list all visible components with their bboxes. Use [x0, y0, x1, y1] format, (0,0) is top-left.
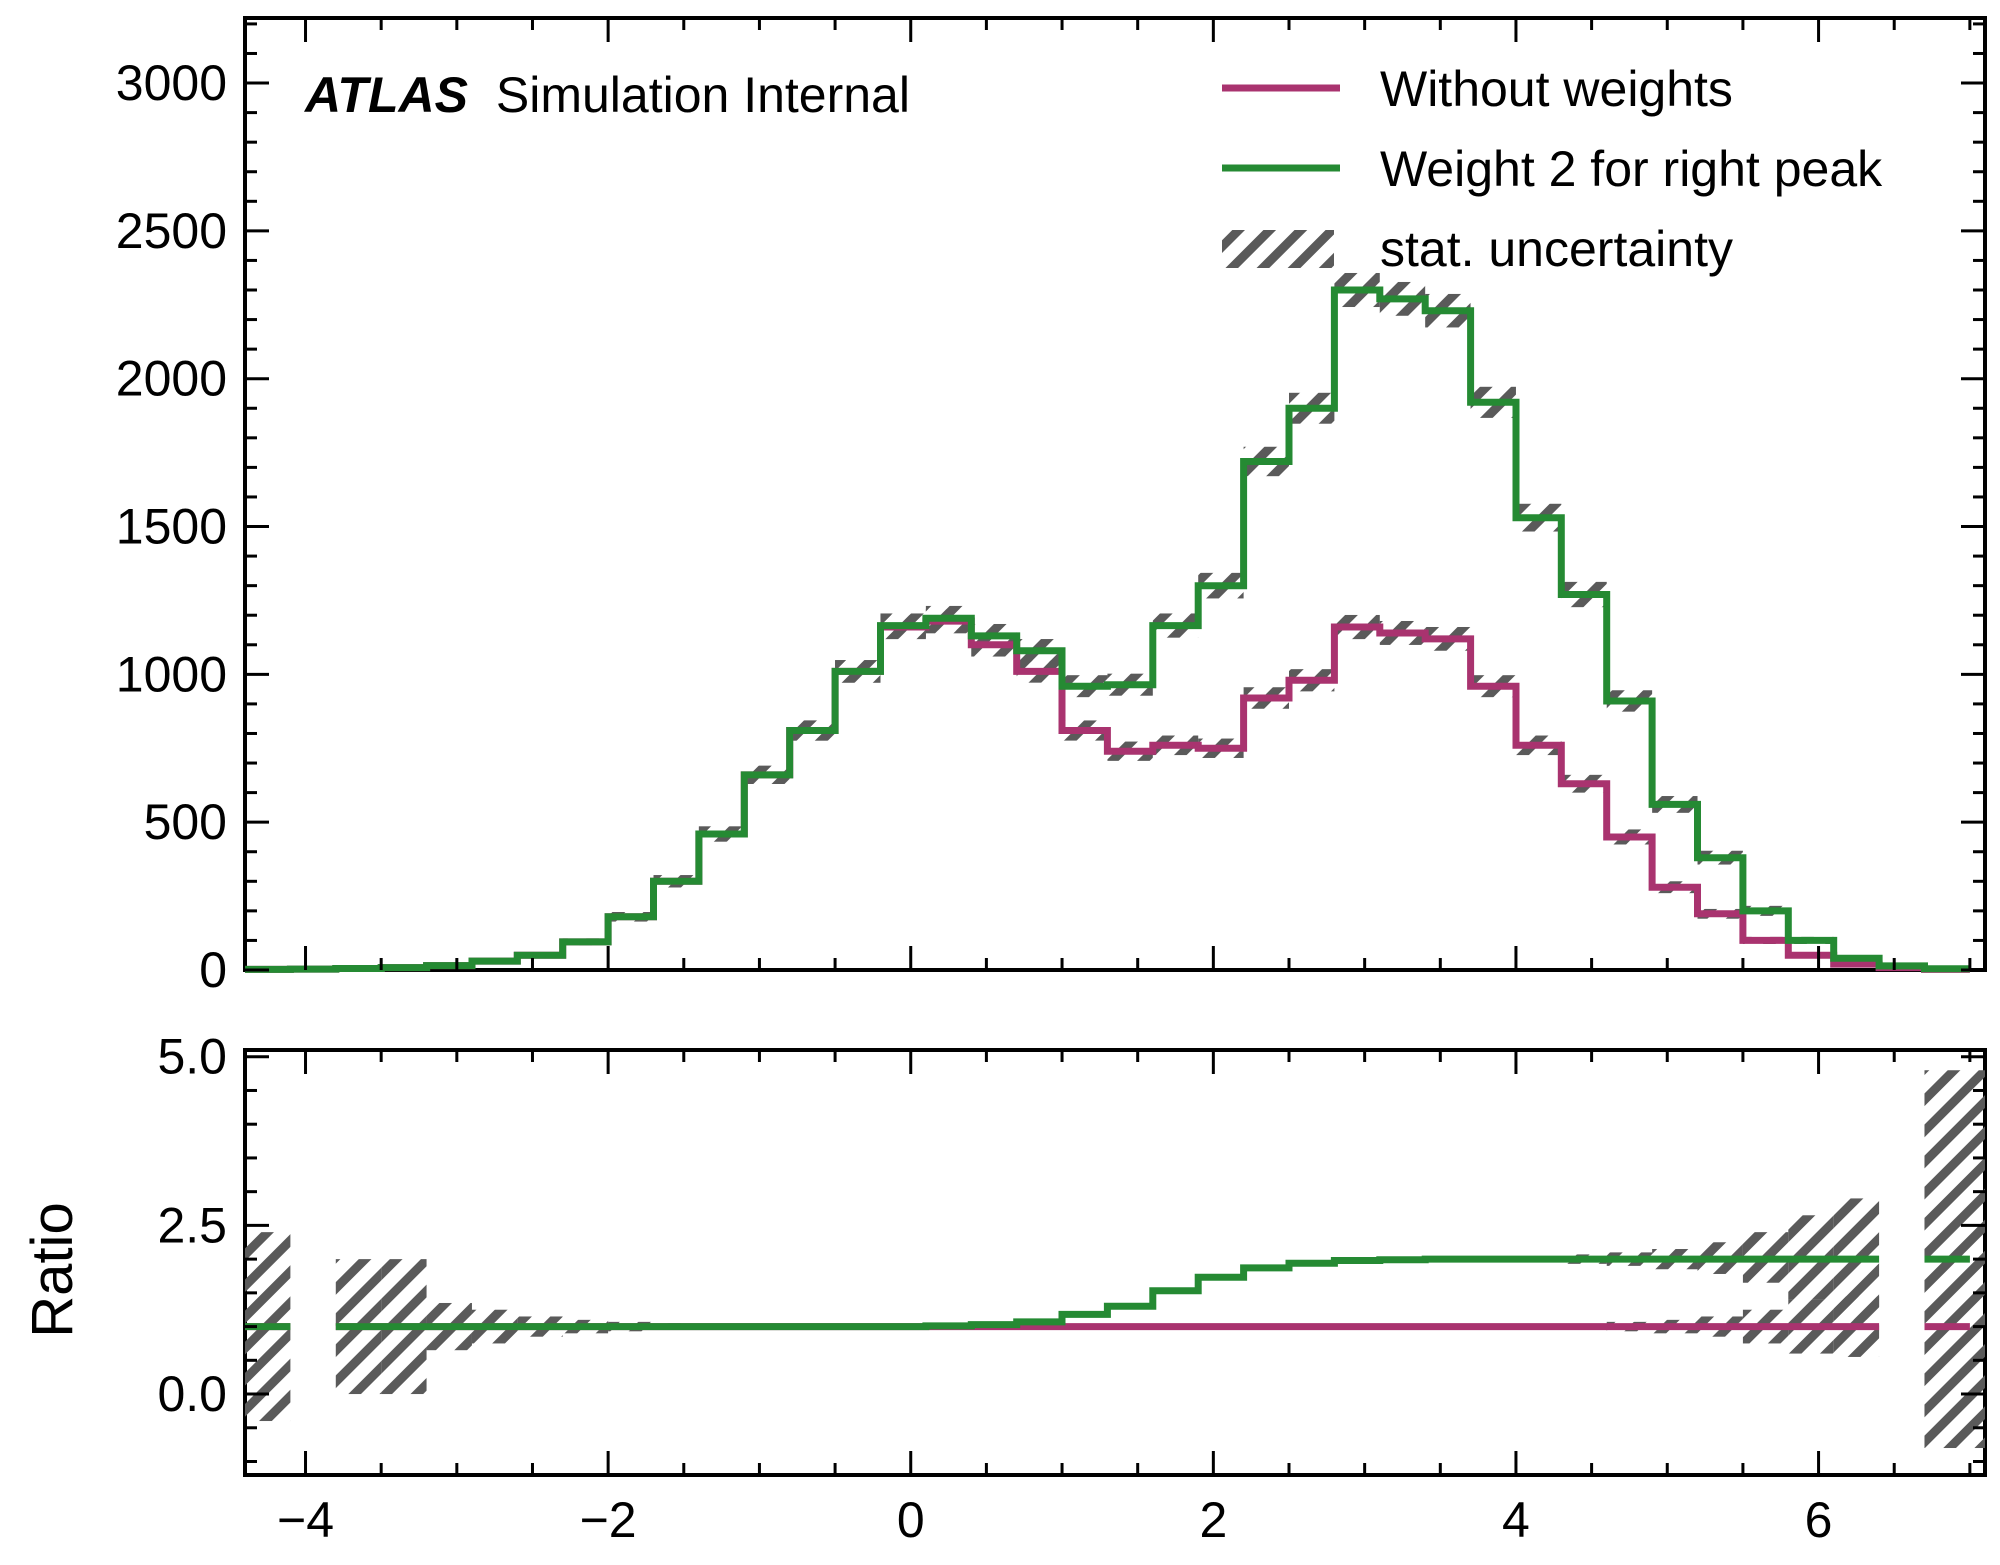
legend-label-weighted: Weight 2 for right peak — [1380, 141, 1883, 197]
ratio-axis-ticks — [245, 1050, 1985, 1475]
main-series-lines — [245, 286, 1970, 973]
legend-swatch-uncertainty — [1222, 230, 1334, 268]
x-tick-label: 6 — [1805, 1492, 1833, 1548]
main-y-tick-label: 0 — [199, 942, 227, 998]
main-y-tick-label: 2500 — [116, 203, 227, 259]
ratio-panel: 0.0 2.5 5.0 −4 −2 0 2 4 6 Ratio — [20, 1029, 1987, 1548]
atlas-label-rest: Simulation Internal — [496, 67, 910, 123]
main-series-line-without-weights — [245, 617, 1970, 973]
main-series-line-weighted — [245, 286, 1970, 973]
ratio-y-tick-label: 5.0 — [157, 1029, 227, 1085]
x-tick-label: −4 — [277, 1492, 334, 1548]
main-panel: 0 500 1000 1500 2000 2500 3000 ATLAS Simulatio… — [116, 16, 1987, 998]
atlas-label: ATLAS Simulation Internal — [303, 67, 910, 123]
legend: Without weights Weight 2 for right peak … — [1222, 61, 1883, 277]
legend-label-without-weights: Without weights — [1380, 61, 1733, 117]
x-tick-labels: −4 −2 0 2 4 6 — [277, 1492, 1832, 1548]
main-y-tick-label: 500 — [144, 794, 227, 850]
x-tick-label: 0 — [897, 1492, 925, 1548]
x-tick-label: 4 — [1502, 1492, 1530, 1548]
main-y-tick-label: 2000 — [116, 351, 227, 407]
ratio-y-axis-label: Ratio — [20, 1202, 85, 1337]
main-y-tick-label: 1500 — [116, 499, 227, 555]
main-plot-frame — [243, 16, 1987, 972]
main-y-tick-label: 3000 — [116, 55, 227, 111]
x-tick-label: 2 — [1199, 1492, 1227, 1548]
ratio-y-tick-label: 2.5 — [157, 1197, 227, 1253]
main-y-tick-label: 1000 — [116, 646, 227, 702]
atlas-label-bold: ATLAS — [303, 67, 468, 123]
main-axis-ticks — [245, 18, 1985, 972]
ratio-y-tick-label: 0.0 — [157, 1366, 227, 1422]
x-tick-label: −2 — [580, 1492, 637, 1548]
main-uncertainty-bands — [245, 272, 1970, 970]
legend-label-uncertainty: stat. uncertainty — [1380, 221, 1733, 277]
ratio-y-tick-labels: 0.0 2.5 5.0 — [157, 1029, 227, 1422]
main-y-tick-labels: 0 500 1000 1500 2000 2500 3000 — [116, 55, 227, 998]
